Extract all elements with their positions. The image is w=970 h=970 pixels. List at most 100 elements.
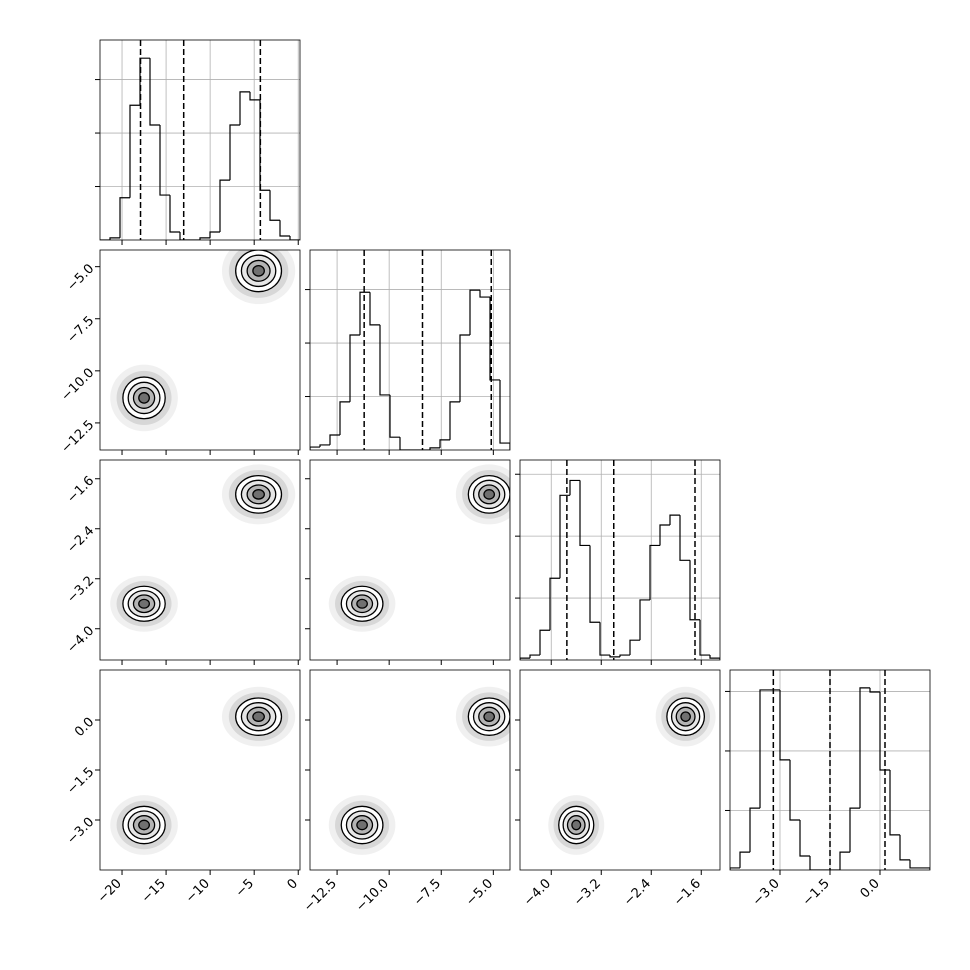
density-contour (138, 598, 150, 609)
histogram-bin (899, 834, 910, 861)
y-tick-label: −5.0 (64, 261, 97, 294)
histogram-bin (449, 401, 460, 440)
histogram-bin (789, 759, 800, 821)
x-tick-label: −4.0 (521, 876, 554, 909)
histogram-bin (399, 437, 410, 450)
panel-content (100, 40, 300, 240)
panel-content (310, 250, 510, 450)
histogram-bin (619, 654, 630, 657)
panel-content (328, 464, 510, 632)
histogram-bin (489, 297, 500, 381)
histogram-bin (859, 687, 870, 809)
histogram-bin (759, 689, 770, 809)
histogram-bin (889, 770, 900, 836)
density-contour (138, 392, 150, 404)
histogram-bin (730, 867, 740, 870)
density-contour (483, 489, 496, 500)
histogram-bin (739, 851, 750, 868)
histogram-bin (129, 104, 140, 198)
histogram-bin (579, 480, 590, 547)
histogram-bin (869, 687, 880, 693)
panel-content (548, 686, 716, 855)
histogram-bin (779, 689, 790, 761)
histogram-bin (599, 622, 610, 656)
x-tick-label: −5.0 (463, 876, 496, 909)
histogram-bin (249, 91, 260, 101)
x-tick-label: −2.4 (621, 876, 654, 909)
y-tick-label: −4.0 (64, 623, 97, 656)
x-tick-label: −3.2 (571, 876, 604, 909)
histogram-bin (239, 91, 250, 126)
panel-frame (519, 669, 721, 871)
histogram-bin (539, 629, 550, 656)
panel-content (328, 686, 510, 855)
panel-frame (729, 669, 931, 871)
panel-content (520, 460, 720, 660)
histogram-bin (329, 434, 340, 445)
histogram-bin (699, 619, 710, 656)
histogram-bin (289, 235, 300, 240)
y-tick-label: −10.0 (59, 366, 98, 405)
y-tick-label: −1.5 (64, 765, 97, 798)
y-tick-label: 0.0 (72, 715, 97, 740)
histogram-bin (469, 289, 480, 336)
histogram-bin (319, 444, 330, 448)
histogram-bin (229, 124, 240, 181)
x-tick-label: −20 (95, 876, 125, 906)
histogram-bin (389, 394, 400, 438)
x-tick-label: −10 (183, 876, 213, 906)
panel-frame (309, 669, 511, 871)
histogram-bin (909, 859, 920, 869)
histogram-bin (429, 447, 440, 450)
histogram-bin (169, 195, 180, 233)
panel-frame (309, 249, 511, 451)
y-tick-label: −12.5 (59, 418, 98, 457)
histogram-bin (609, 655, 620, 658)
panel-frame (309, 459, 511, 661)
histogram-bin (659, 524, 670, 546)
panel-frame (99, 459, 301, 661)
histogram-bin (799, 820, 810, 857)
histogram-bin (269, 190, 280, 221)
histogram-bin (520, 657, 530, 660)
histogram-bin (369, 292, 380, 326)
panel-frame (519, 459, 721, 661)
panel-frame (99, 669, 301, 871)
histogram-bin (809, 856, 820, 870)
histogram-bin (920, 867, 930, 870)
histogram-bin (639, 599, 650, 641)
x-tick-label: 0.0 (858, 876, 883, 901)
panel-frame (99, 249, 301, 451)
histogram-bin (439, 439, 450, 448)
histogram-bin (559, 494, 570, 579)
histogram-bin (139, 57, 150, 106)
density-contour (680, 711, 691, 722)
x-tick-label: 0 (285, 876, 301, 892)
y-tick-label: −7.5 (64, 313, 97, 346)
histogram-bin (109, 237, 120, 240)
histogram-bin (629, 639, 640, 656)
histogram-bin (569, 479, 580, 496)
x-tick-label: −7.5 (411, 876, 444, 909)
panel-content (730, 670, 930, 870)
histogram-bin (589, 545, 600, 623)
histogram-bin (379, 324, 390, 396)
y-tick-label: −1.6 (64, 473, 97, 506)
density-contour (356, 819, 368, 831)
histogram-bin (649, 544, 660, 600)
density-contour (138, 819, 150, 831)
x-tick-label: −15 (139, 876, 169, 906)
histogram-bin (689, 560, 700, 621)
histogram-bin (709, 655, 720, 660)
histogram-bin (879, 692, 890, 771)
density-contour (571, 819, 582, 831)
x-tick-label: −1.5 (800, 876, 833, 909)
x-tick-label: −10.0 (353, 876, 392, 915)
histogram-bin (159, 125, 170, 196)
histogram-bin (749, 807, 760, 853)
histogram-bin (119, 197, 130, 238)
x-tick-label: −12.5 (301, 876, 340, 915)
density-contour (252, 711, 265, 722)
density-contour (483, 711, 496, 722)
